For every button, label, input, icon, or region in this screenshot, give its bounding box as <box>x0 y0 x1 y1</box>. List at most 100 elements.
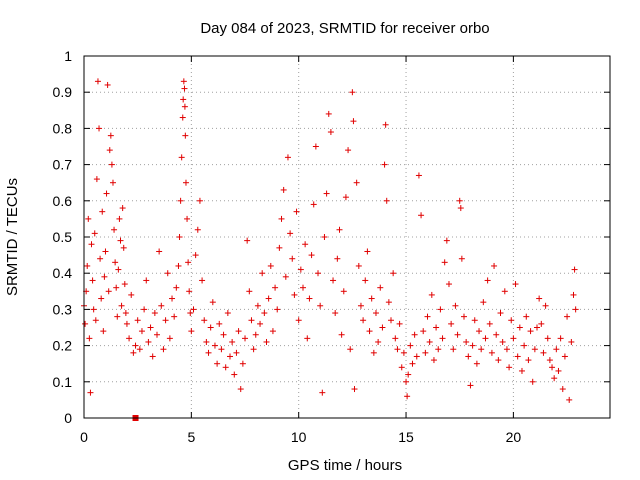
data-point <box>117 237 124 244</box>
data-point <box>113 284 120 291</box>
data-point <box>370 349 377 356</box>
data-point <box>205 349 212 356</box>
data-point <box>107 132 114 139</box>
data-point <box>272 284 279 291</box>
data-point <box>121 281 128 288</box>
data-point <box>349 89 356 96</box>
data-point <box>340 288 347 295</box>
data-point <box>467 382 474 389</box>
y-tick-label: 1 <box>64 48 72 64</box>
data-point <box>347 346 354 353</box>
data-point <box>123 320 130 327</box>
data-point <box>188 328 195 335</box>
data-point <box>497 310 504 317</box>
data-point <box>92 317 99 324</box>
data-point <box>383 197 390 204</box>
data-point <box>282 273 289 280</box>
data-point <box>428 291 435 298</box>
data-point <box>250 346 257 353</box>
data-point <box>538 320 545 327</box>
data-point <box>187 310 194 317</box>
data-point <box>364 248 371 255</box>
data-point <box>119 205 126 212</box>
data-point <box>233 349 240 356</box>
data-point <box>111 226 118 233</box>
data-point <box>171 313 178 320</box>
y-tick-label: 0 <box>64 410 72 426</box>
data-point <box>312 143 319 150</box>
data-point <box>102 248 109 255</box>
data-point <box>390 270 397 277</box>
data-point <box>93 176 100 183</box>
data-point <box>261 310 268 317</box>
data-point <box>508 317 515 324</box>
data-point <box>443 237 450 244</box>
y-axis-label: SRMTID / TECUs <box>4 178 21 296</box>
data-point <box>176 234 183 240</box>
data-point <box>160 346 167 353</box>
data-point <box>536 295 543 302</box>
data-point <box>239 360 246 367</box>
y-tick-label: 0.1 <box>53 374 73 390</box>
data-point <box>405 371 412 378</box>
data-point <box>338 331 345 338</box>
data-point <box>457 205 464 212</box>
data-point <box>304 335 311 342</box>
data-point <box>377 284 384 291</box>
data-point <box>353 179 360 186</box>
data-point <box>411 331 418 338</box>
y-tick-label: 0.9 <box>53 84 73 100</box>
data-point <box>488 349 495 356</box>
data-point <box>295 317 302 324</box>
data-point <box>229 338 236 345</box>
data-point <box>456 197 463 204</box>
data-point <box>368 295 375 302</box>
data-point <box>491 262 498 269</box>
data-point <box>450 346 457 353</box>
data-point <box>385 299 392 306</box>
data-point <box>566 396 573 403</box>
data-point <box>87 389 94 396</box>
data-point <box>173 284 180 291</box>
data-point <box>486 320 493 327</box>
chart-title: Day 084 of 2023, SRMTID for receiver orb… <box>200 20 489 37</box>
data-point <box>120 244 127 251</box>
data-point <box>454 331 461 338</box>
x-tick-labels: 0 5 10 15 20 <box>80 429 521 445</box>
data-point <box>181 85 188 92</box>
data-point <box>308 252 315 259</box>
data-point <box>94 78 101 85</box>
data-point <box>109 179 116 186</box>
y-tick-label: 0.2 <box>53 338 73 354</box>
data-point <box>207 324 214 331</box>
data-point <box>516 324 523 331</box>
data-point <box>224 310 231 317</box>
data-point <box>323 190 330 197</box>
data-point <box>306 295 313 302</box>
data-point <box>196 197 203 204</box>
data-point <box>226 353 233 360</box>
data-point <box>177 197 184 204</box>
data-point <box>269 328 276 335</box>
data-point <box>132 342 139 349</box>
x-tick-label: 20 <box>506 429 522 445</box>
data-point <box>568 338 575 345</box>
data-point <box>209 299 216 306</box>
data-point <box>392 335 399 342</box>
data-point <box>105 288 112 295</box>
data-point <box>263 338 270 345</box>
data-point <box>407 342 414 349</box>
data-point <box>350 118 357 125</box>
data-point <box>88 241 95 248</box>
data-point <box>430 357 437 364</box>
data-point <box>561 353 568 360</box>
data-point <box>184 215 191 222</box>
data-point <box>571 266 578 273</box>
data-point <box>203 338 210 345</box>
data-point <box>175 262 182 269</box>
data-point <box>248 317 255 324</box>
data-point <box>396 320 403 327</box>
data-point <box>357 302 364 309</box>
y-tick-label: 0.4 <box>53 265 73 281</box>
data-point <box>278 215 285 222</box>
